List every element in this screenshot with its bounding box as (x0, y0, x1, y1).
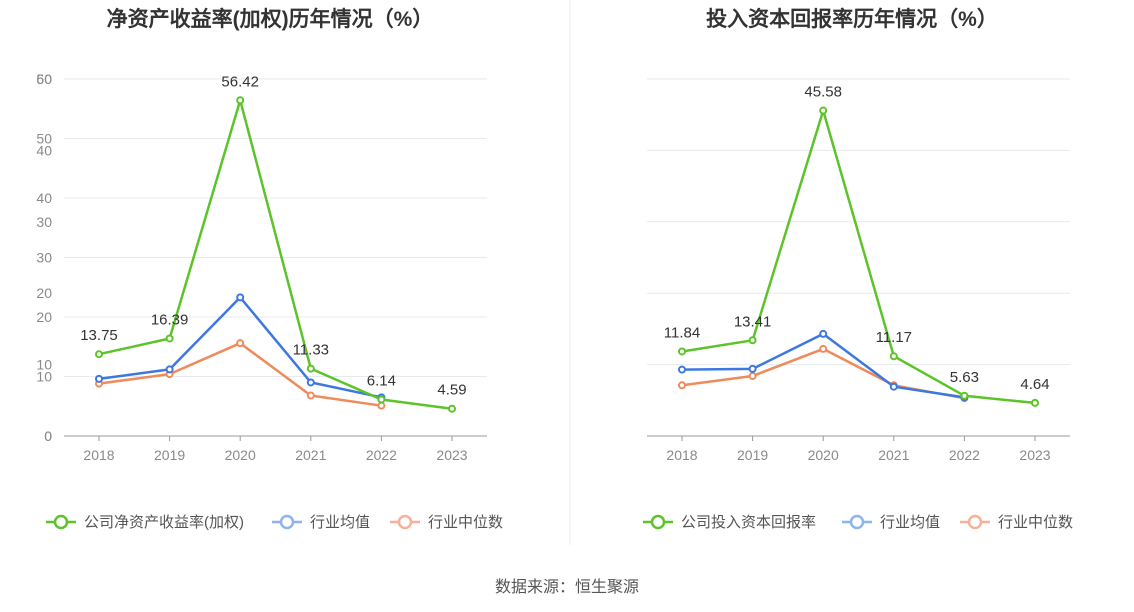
legend-marker (967, 514, 983, 530)
legend-label: 公司投入资本回报率 (681, 514, 816, 531)
series-line-company (98, 99, 453, 410)
roic-chart-title: 投入资本回报率历年情况（%） (706, 7, 998, 31)
data-label: 4.64 (1020, 376, 1049, 393)
x-tick-label: 2020 (225, 447, 256, 463)
legend-label: 行业均值 (310, 514, 370, 531)
data-label: 11.84 (664, 324, 700, 341)
y-tick-label: 0 (44, 428, 52, 444)
data-point-avg (306, 378, 315, 387)
data-label: 45.58 (804, 84, 842, 101)
y-tick-label: 30 (36, 214, 52, 230)
legend-label: 行业均值 (880, 514, 940, 531)
data-point-median (819, 344, 828, 353)
data-label: 6.14 (367, 372, 396, 389)
data-point-company (448, 404, 456, 413)
data-label: 56.42 (221, 73, 259, 90)
series-line-avg (681, 332, 965, 399)
x-tick-label: 2018 (666, 447, 697, 463)
x-tick-label: 2022 (366, 447, 397, 463)
data-point-median (748, 372, 757, 381)
data-point-median (236, 339, 245, 348)
y-tick-label: 40 (36, 142, 52, 158)
x-tick-label: 2021 (878, 447, 909, 463)
legend-item-company: 公司投入资本回报率 (643, 514, 816, 531)
data-source-footer: 数据来源：恒生聚源 (495, 578, 639, 596)
data-point-avg (889, 382, 898, 391)
legend-item-company: 公司净资产收益率(加权) (46, 514, 244, 531)
x-tick-label: 2019 (737, 447, 768, 463)
y-tick-label: 20 (36, 309, 52, 325)
data-point-median (377, 401, 386, 410)
y-tick-label: 40 (36, 190, 52, 206)
y-tick-label: 60 (36, 71, 52, 87)
data-point-avg (165, 365, 174, 374)
data-point-median (306, 391, 315, 400)
data-point-company (819, 106, 828, 115)
legend-label: 行业中位数 (428, 514, 503, 531)
data-label: 16.39 (151, 311, 189, 328)
x-tick-label: 2020 (808, 447, 839, 463)
y-tick-label: 50 (36, 131, 52, 147)
data-label: 4.59 (437, 382, 466, 399)
x-tick-label: 2023 (1019, 447, 1050, 463)
x-tick-label: 2019 (154, 447, 185, 463)
data-point-avg (678, 365, 686, 374)
data-point-company (960, 391, 969, 400)
legend-marker (397, 514, 413, 530)
legend-label: 公司净资产收益率(加权) (84, 514, 244, 531)
legend-marker (53, 514, 69, 530)
legend-marker (849, 514, 865, 530)
y-tick-label: 30 (36, 250, 52, 266)
y-tick-label: 10 (36, 369, 52, 385)
data-point-company (236, 96, 245, 105)
series-line-company (681, 109, 1036, 405)
data-label: 13.75 (80, 327, 118, 344)
x-tick-label: 2021 (295, 447, 326, 463)
data-point-company (889, 352, 898, 361)
data-point-company (95, 350, 103, 359)
legend-marker (279, 514, 295, 530)
data-point-avg (748, 364, 757, 373)
data-point-avg (819, 329, 828, 338)
legend-item-avg: 行业均值 (272, 514, 370, 531)
data-label: 5.63 (950, 369, 979, 386)
y-tick-label: 50 (36, 71, 52, 87)
data-label: 11.17 (876, 329, 912, 346)
roe-chart-title: 净资产收益率(加权)历年情况（%） (107, 7, 434, 31)
legend-marker (650, 514, 666, 530)
data-label: 11.33 (293, 342, 329, 359)
data-point-company (678, 347, 686, 356)
data-point-company (748, 336, 757, 345)
x-tick-label: 2022 (949, 447, 980, 463)
legend-item-median: 行业中位数 (390, 514, 503, 531)
legend-item-avg: 行业均值 (842, 514, 940, 531)
x-tick-label: 2018 (83, 447, 114, 463)
data-point-avg (95, 374, 103, 383)
data-point-company (165, 334, 174, 343)
y-tick-label: 20 (36, 285, 52, 301)
data-point-company (306, 364, 315, 373)
data-point-company (1031, 398, 1039, 407)
x-tick-label: 2023 (436, 447, 467, 463)
legend-item-median: 行业中位数 (960, 514, 1073, 531)
legend-label: 行业中位数 (998, 514, 1073, 531)
data-label: 13.41 (734, 313, 772, 330)
data-point-avg (236, 293, 245, 302)
data-point-company (377, 395, 386, 404)
y-tick-label: 10 (36, 357, 52, 373)
y-tick-label: 0 (44, 428, 52, 444)
data-point-median (678, 381, 686, 390)
